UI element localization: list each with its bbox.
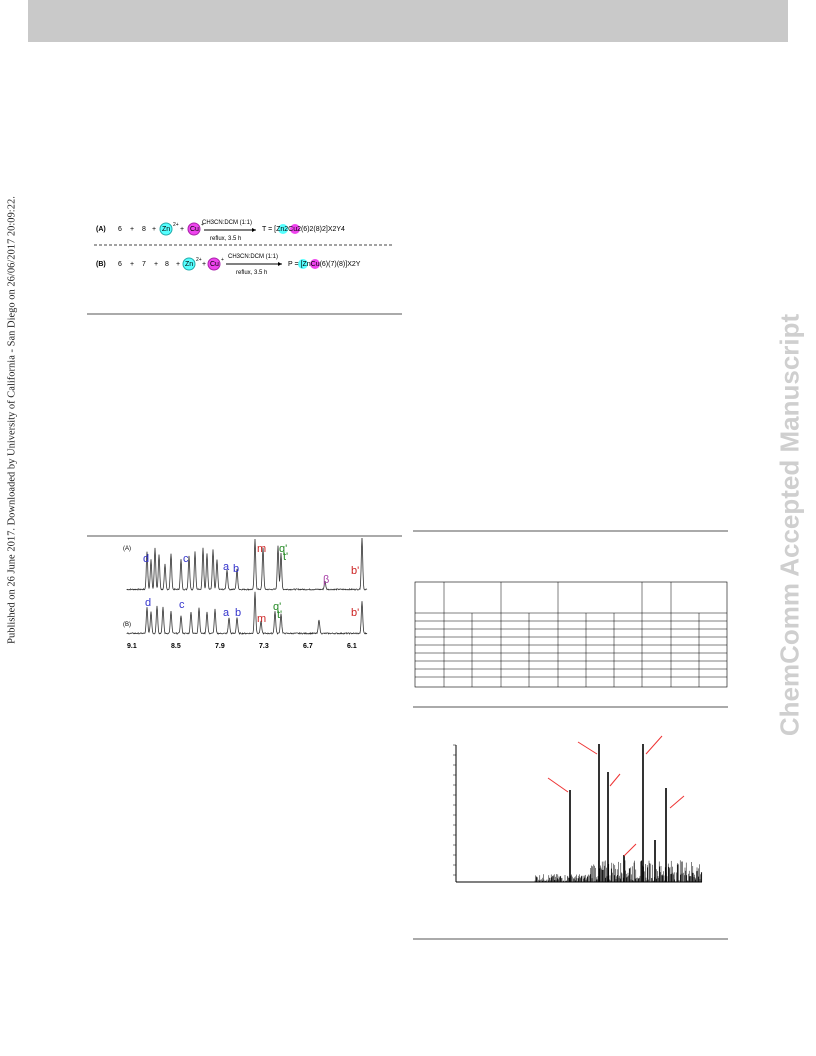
spectrum-b: [126, 591, 368, 635]
axis-label: 6.1: [347, 643, 357, 650]
zn-ion: [159, 222, 173, 236]
trace-label: (A): [123, 546, 131, 552]
row-label: (B): [96, 261, 106, 268]
arrow: [577, 741, 598, 755]
peak-label: d: [145, 597, 151, 609]
zn-ion: [278, 224, 288, 234]
reactant: 6: [118, 226, 122, 233]
peak-label: q': [279, 543, 287, 555]
zn-ion: [298, 259, 308, 269]
conditions: reflux, 3.5 h: [210, 236, 241, 242]
peak-label: m: [257, 543, 266, 555]
peak-label: t': [277, 609, 282, 621]
reactant: 7: [142, 261, 146, 268]
charge: +: [201, 222, 204, 228]
reactant: 8: [142, 226, 146, 233]
arrow-head: [252, 228, 256, 232]
plus: +: [154, 261, 158, 268]
cu-ion: [187, 222, 201, 236]
peak-label: d: [143, 553, 149, 565]
charge: 2+: [173, 222, 179, 228]
peak-label: b': [351, 607, 359, 619]
cu-ion: [290, 224, 300, 234]
rule: [87, 313, 402, 315]
cu-ion: [310, 259, 320, 269]
noise: [534, 860, 703, 882]
peak-label: c: [179, 599, 185, 611]
peak-label: t': [283, 551, 288, 563]
product: P = [ZnCu(6)(7)(8)]X2Y: [288, 261, 361, 268]
scheme: (A) 6 + 8 + Zn 2+ + Cu + CH3CN:DCM (1:1)…: [94, 220, 392, 276]
peak-label: q': [273, 601, 281, 613]
conditions: reflux, 3.5 h: [236, 270, 267, 276]
charge: +: [221, 257, 224, 263]
arrow: [645, 735, 663, 755]
solvent: CH3CN:DCM (1:1): [228, 254, 278, 260]
peak-label: a: [223, 561, 230, 573]
mass-spectrum: [453, 735, 703, 883]
arrow-head: [278, 262, 282, 266]
axis-label: 9.1: [127, 643, 137, 650]
peak-label: b: [235, 607, 241, 619]
trace-label: (B): [123, 622, 131, 628]
peak-label: m: [257, 613, 266, 625]
solvent: CH3CN:DCM (1:1): [202, 220, 252, 226]
peak-label: b: [233, 563, 239, 575]
rule: [413, 938, 728, 940]
nmr-figure: (A) (B) d ca bm q't'βb'd ca b mq't' b' 9.1 8.5 7.…: [123, 538, 368, 650]
header-bar: [28, 0, 788, 42]
axis-label: 7.9: [215, 643, 225, 650]
arrow: [547, 777, 569, 793]
spectrum-a: [126, 538, 368, 591]
reactant: 8: [165, 261, 169, 268]
plus: +: [202, 261, 206, 268]
metal: Cu: [210, 261, 219, 268]
plus: +: [176, 261, 180, 268]
cu-ion: [207, 257, 221, 271]
arrow: [669, 795, 685, 809]
peak-label: c: [183, 553, 189, 565]
sidebar-notice: Published on 26 June 2017. Downloaded by…: [6, 196, 18, 644]
table-border: [414, 581, 728, 688]
rule: [87, 535, 402, 537]
row-label: (A): [96, 226, 106, 233]
rule: [413, 530, 728, 532]
plus: +: [180, 226, 184, 233]
peak-label: a: [223, 607, 230, 619]
arrow: [623, 843, 637, 857]
charge: 2+: [196, 257, 202, 263]
plus: +: [130, 226, 134, 233]
metal: Cu: [190, 226, 199, 233]
watermark: ChemComm Accepted Manuscript: [774, 313, 805, 737]
arrow: [609, 773, 621, 787]
axis-label: 7.3: [259, 643, 269, 650]
reactant: 6: [118, 261, 122, 268]
peak-label: b': [351, 565, 359, 577]
plus: +: [152, 226, 156, 233]
table: [414, 581, 728, 688]
metal: Zn: [185, 261, 193, 268]
product: T = [Zn2Cu2(6)2(8)2]X2Y4: [262, 226, 345, 233]
metal: Zn: [162, 226, 170, 233]
peak-label: β: [323, 574, 329, 586]
zn-ion: [182, 257, 196, 271]
axis-label: 6.7: [303, 643, 313, 650]
plus: +: [130, 261, 134, 268]
rule: [413, 706, 728, 708]
axis-label: 8.5: [171, 643, 181, 650]
